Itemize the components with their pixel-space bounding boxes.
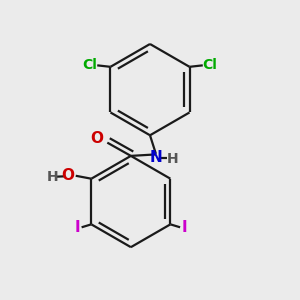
- Text: I: I: [182, 220, 187, 235]
- Text: Cl: Cl: [82, 58, 97, 72]
- Text: N: N: [149, 150, 162, 165]
- Text: Cl: Cl: [203, 58, 218, 72]
- Text: O: O: [91, 131, 103, 146]
- Text: O: O: [61, 168, 75, 183]
- Text: H: H: [167, 152, 179, 166]
- Text: I: I: [74, 220, 80, 235]
- Text: H: H: [46, 169, 58, 184]
